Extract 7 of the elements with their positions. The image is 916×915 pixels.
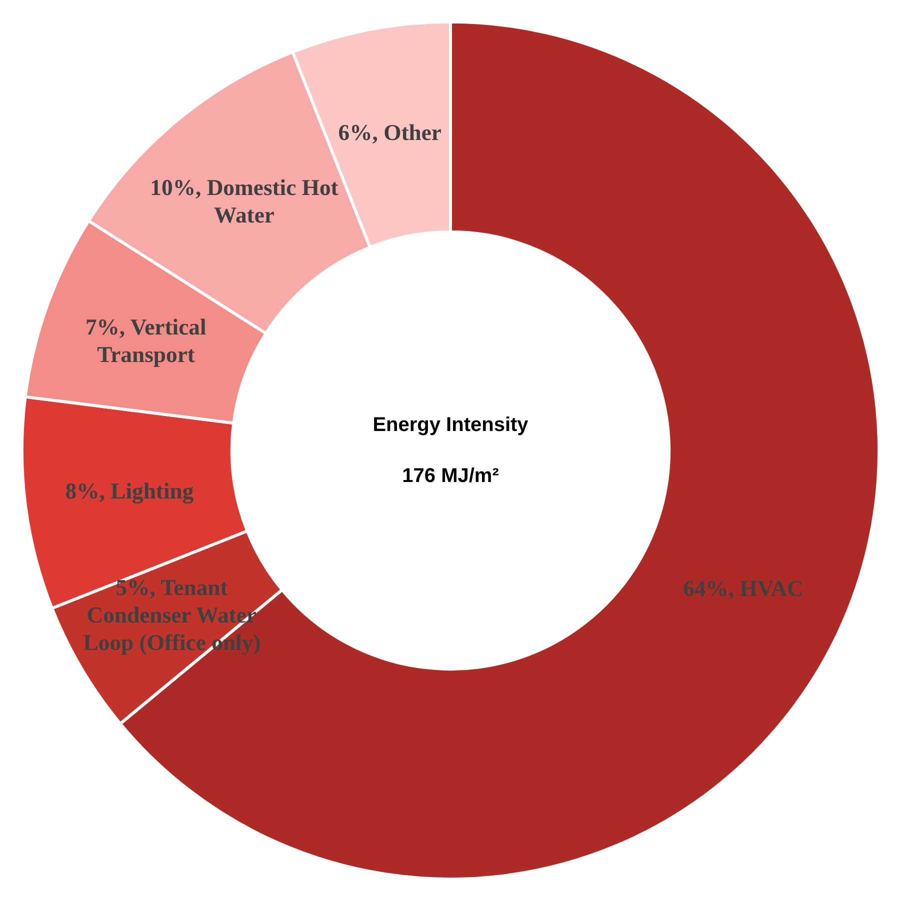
slice-label: 6%, Other [338, 120, 442, 146]
slice-label: 7%, Vertical Transport [85, 314, 206, 368]
text: Energy Intensity [372, 414, 530, 436]
text: 176 MJ/m² [402, 465, 500, 488]
slice-label: 10%, Domestic Hot Water [150, 174, 339, 228]
slice-label: 64%, HVAC [683, 576, 804, 601]
slice-label: 8%, Lighting [65, 478, 194, 504]
